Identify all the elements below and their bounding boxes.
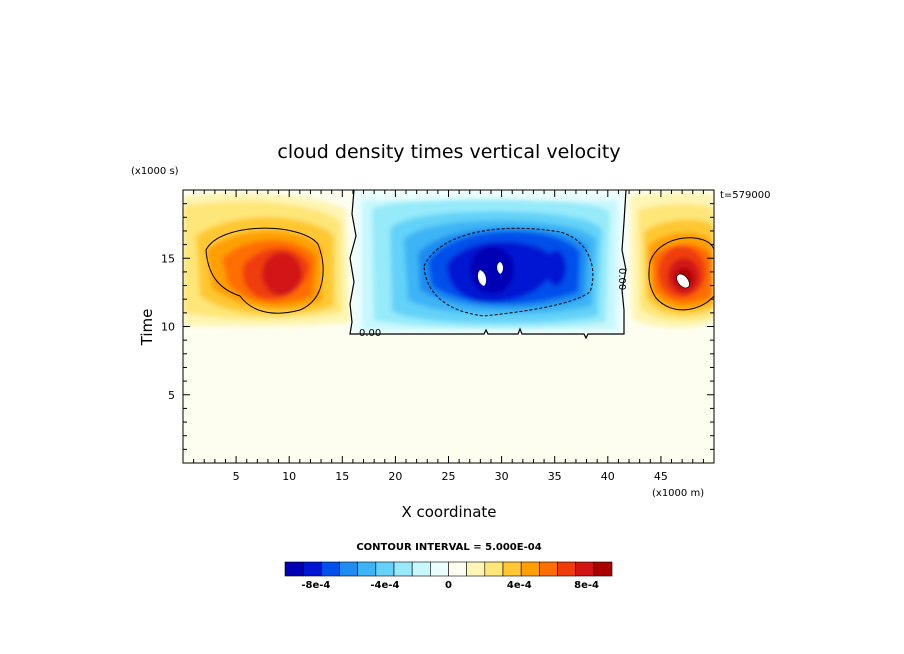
colorbar-swatch xyxy=(411,561,431,577)
contour-interval-label: CONTOUR INTERVAL = 5.000E-04 xyxy=(356,542,541,553)
colorbar-swatch xyxy=(321,561,340,577)
negative-hole-1 xyxy=(477,270,487,286)
x-tick-label: 30 xyxy=(495,470,509,483)
colorbar-swatch xyxy=(593,561,613,577)
positive-right-hole xyxy=(676,273,690,289)
colorbar-swatch xyxy=(557,561,576,577)
zero-contour xyxy=(349,190,627,340)
y-tick-label: 5 xyxy=(168,389,175,402)
colorbar-label: 4e-4 xyxy=(507,580,532,591)
x-tick-label: 15 xyxy=(335,470,349,483)
x-tick-label: 40 xyxy=(601,470,615,483)
colorbar-swatch xyxy=(484,561,504,577)
x-tick-label: 45 xyxy=(654,470,668,483)
y-units-label: (x1000 s) xyxy=(131,166,179,177)
plot-area: 0.00 0.00 xyxy=(183,190,714,463)
colorbar-swatch xyxy=(375,561,395,577)
colorbar-swatch xyxy=(339,561,358,577)
zero-contour-label-right: 0.00 xyxy=(616,268,627,290)
tick-marks xyxy=(183,190,714,463)
colorbar-swatch xyxy=(502,561,522,577)
colorbar-swatch xyxy=(284,561,304,577)
colorbar-swatch xyxy=(466,561,486,577)
colorbar-swatch xyxy=(393,561,413,577)
y-tick-labels: 5 10 15 xyxy=(161,252,175,402)
colorbar-label: 0 xyxy=(445,580,452,591)
negative-dashed-contour xyxy=(423,227,594,317)
colorbar-swatch xyxy=(520,561,540,577)
colorbar-swatch xyxy=(302,561,322,577)
positive-right-contour xyxy=(648,237,714,311)
x-tick-labels: 5 10 15 20 25 30 35 40 45 xyxy=(233,470,668,483)
y-tick-label: 10 xyxy=(161,321,175,334)
colorbar-labels: -8e-4 -4e-4 0 4e-4 8e-4 xyxy=(301,580,599,591)
colorbar-swatch xyxy=(448,561,467,577)
zero-contour-label-left: 0.00 xyxy=(359,328,381,339)
negative-region xyxy=(350,190,626,334)
colorbar xyxy=(284,561,613,577)
colorbar-swatch xyxy=(357,561,377,577)
colorbar-label: -4e-4 xyxy=(370,580,399,591)
y-tick-label: 15 xyxy=(161,252,175,265)
colorbar-swatch xyxy=(539,561,558,577)
colorbar-label: -8e-4 xyxy=(301,580,330,591)
x-tick-label: 5 xyxy=(233,470,240,483)
x-tick-label: 10 xyxy=(282,470,296,483)
positive-left-contour xyxy=(205,227,324,314)
x-tick-label: 25 xyxy=(442,470,456,483)
positive-left-region xyxy=(183,192,350,327)
x-axis-label: X coordinate xyxy=(401,503,496,521)
time-stamp-label: t=579000 xyxy=(720,190,770,201)
x-units-label: (x1000 m) xyxy=(652,488,704,499)
y-axis-label: Time xyxy=(138,309,156,347)
x-tick-label: 20 xyxy=(388,470,402,483)
negative-hole-2 xyxy=(497,262,503,274)
colorbar-label: 8e-4 xyxy=(574,580,599,591)
chart-title: cloud density times vertical velocity xyxy=(277,141,620,163)
x-tick-label: 35 xyxy=(548,470,562,483)
positive-right-region xyxy=(630,192,714,328)
colorbar-swatch xyxy=(575,561,595,577)
colorbar-swatch xyxy=(430,561,449,577)
